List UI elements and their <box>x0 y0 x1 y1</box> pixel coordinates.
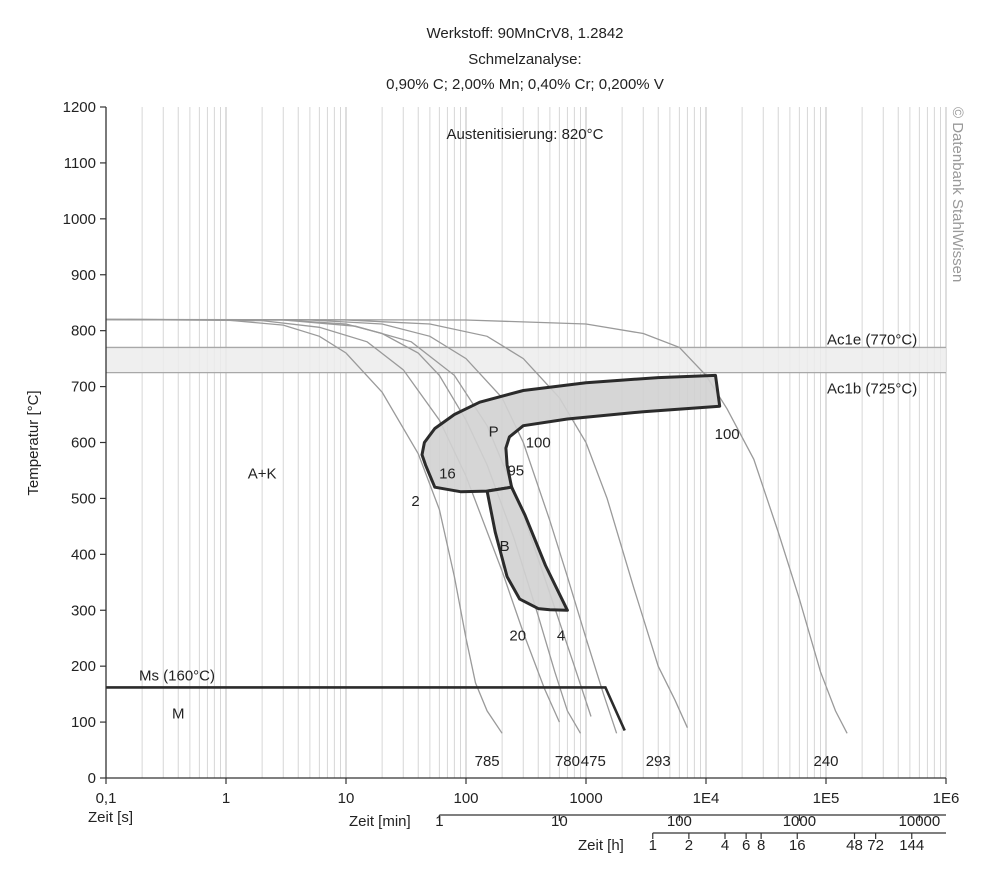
y-tick-label: 1100 <box>64 155 96 172</box>
x-tick-label-seconds: 0,1 <box>96 790 117 807</box>
region-label: M <box>172 706 185 723</box>
chart-title-line-3: 0,90% C; 2,00% Mn; 0,40% Cr; 0,200% V <box>386 76 664 93</box>
x-tick-label-hours: 16 <box>789 837 806 854</box>
ac1e-label: Ac1e (770°C) <box>827 331 917 348</box>
ms-label: Ms (160°C) <box>139 668 215 685</box>
x-tick-label-hours: 6 <box>742 837 750 854</box>
x-tick-label-minutes: 1 <box>435 813 443 830</box>
ac1b-label: Ac1b (725°C) <box>827 381 917 398</box>
y-tick-label: 700 <box>71 379 96 396</box>
x-tick-label-seconds: 1E5 <box>813 790 840 807</box>
phase-fraction-label: 100 <box>526 435 551 452</box>
x-axis-label-minutes: Zeit [min] <box>349 813 411 830</box>
chart-title-line-1: Werkstoff: 90MnCrV8, 1.2842 <box>426 25 623 42</box>
x-tick-label-seconds: 1E6 <box>933 790 960 807</box>
x-tick-label-seconds: 10 <box>338 790 355 807</box>
x-tick-label-hours: 144 <box>899 837 924 854</box>
x-axis-label-hours: Zeit [h] <box>578 837 624 854</box>
hardness-label: 785 <box>475 753 500 770</box>
y-tick-label: 200 <box>71 658 96 675</box>
x-tick-label-minutes: 10000 <box>899 813 941 830</box>
ms-line <box>106 686 626 732</box>
austenitization-label: Austenitisierung: 820°C <box>447 126 604 143</box>
cooling-curve <box>105 318 560 723</box>
y-tick-label: 800 <box>71 323 96 340</box>
x-tick-label-seconds: 100 <box>453 790 478 807</box>
grid <box>105 107 947 778</box>
y-tick-label: 600 <box>71 435 96 452</box>
y-tick-label: 1000 <box>63 211 96 228</box>
y-tick-label: 1200 <box>63 99 96 116</box>
cooling-curve <box>105 318 688 728</box>
x-tick-label-seconds: 1E4 <box>693 790 720 807</box>
axes: 0100200300400500600700800900100011001200… <box>63 99 960 854</box>
cooling-curves: 785 780 475 293 240 <box>105 318 848 770</box>
phase-fraction-label: 100 <box>715 426 740 443</box>
x-axis-label-seconds: Zeit [s] <box>88 809 133 826</box>
y-tick-label: 0 <box>88 770 96 787</box>
x-tick-label-hours: 4 <box>721 837 729 854</box>
chart-title-line-2: Schmelzanalyse: <box>468 51 581 68</box>
phase-fraction-label: 16 <box>439 465 456 482</box>
hardness-label: 475 <box>581 753 606 770</box>
cooling-curve <box>105 318 592 717</box>
x-tick-label-minutes: 1000 <box>783 813 816 830</box>
x-tick-label-hours: 72 <box>867 837 884 854</box>
region-b <box>485 485 569 612</box>
x-tick-label-minutes: 100 <box>667 813 692 830</box>
phase-fraction-label: 95 <box>507 462 524 479</box>
phase-fraction-label: 2 <box>411 493 419 510</box>
hardness-label: 240 <box>813 753 838 770</box>
y-tick-label: 300 <box>71 602 96 619</box>
y-tick-label: 500 <box>71 490 96 507</box>
ac1-band: Ac1e (770°C) Ac1b (725°C) <box>106 331 946 398</box>
x-tick-label-hours: 8 <box>757 837 765 854</box>
region-p <box>420 373 722 494</box>
x-tick-label-hours: 48 <box>846 837 863 854</box>
y-axis-label: Temperatur [°C] <box>25 390 42 495</box>
y-tick-label: 100 <box>71 714 96 731</box>
hardness-label: 780 <box>555 753 580 770</box>
phase-fraction-label: 4 <box>557 627 565 644</box>
phase-fraction-label: 20 <box>509 627 526 644</box>
copyright-watermark: © Datenbank StahlWissen <box>949 107 966 282</box>
x-tick-label-hours: 2 <box>685 837 693 854</box>
reference-lines: Ms (160°C) <box>106 668 626 732</box>
region-label: B <box>500 538 510 555</box>
y-tick-label: 400 <box>71 546 96 563</box>
x-tick-label-seconds: 1 <box>222 790 230 807</box>
ac1-band-fill <box>106 347 946 373</box>
hardness-label: 293 <box>646 753 671 770</box>
region-label: P <box>489 423 499 440</box>
x-tick-label-minutes: 10 <box>551 813 568 830</box>
x-tick-label-hours: 1 <box>649 837 657 854</box>
region-label: A+K <box>248 465 277 482</box>
y-tick-label: 900 <box>71 267 96 284</box>
x-tick-label-seconds: 1000 <box>569 790 602 807</box>
cooling-curve <box>105 318 503 734</box>
transformation-regions <box>420 373 722 612</box>
cooling-curve <box>105 318 848 734</box>
